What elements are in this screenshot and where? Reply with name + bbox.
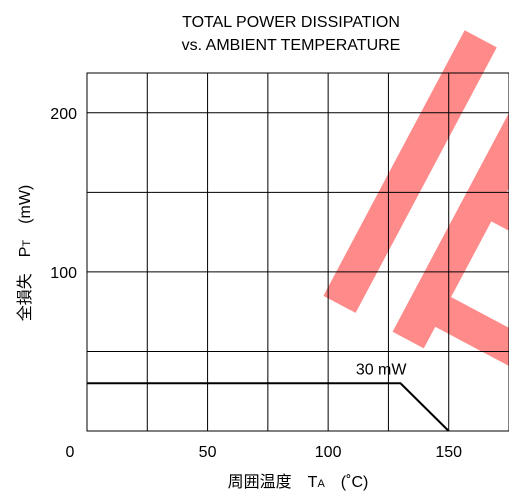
chart-title-line-2: vs. AMBIENT TEMPERATURE bbox=[182, 37, 401, 54]
y-axis-ticks: 100 200 bbox=[50, 106, 77, 282]
watermark: 旧 bbox=[273, 0, 509, 476]
y-axis-label-subscript: T bbox=[21, 240, 33, 247]
y-axis-label-prefix: 全損失 P bbox=[16, 247, 34, 322]
x-axis-label: 周囲温度 TA (˚C) bbox=[228, 473, 369, 491]
x-tick-label: 50 bbox=[199, 444, 217, 461]
series-layer: 30 mW bbox=[87, 361, 450, 432]
annotation-label: 30 mW bbox=[356, 361, 408, 378]
x-tick-label: 100 bbox=[315, 444, 342, 461]
y-tick-label: 100 bbox=[50, 265, 77, 282]
x-tick-label: 150 bbox=[435, 444, 462, 461]
y-tick-label: 200 bbox=[50, 106, 77, 123]
plot-frame bbox=[86, 72, 509, 432]
plot-area: 30 mW bbox=[86, 72, 509, 432]
x-axis-label-prefix: 周囲温度 T bbox=[228, 473, 318, 491]
watermark-glyph: 旧 bbox=[273, 0, 509, 476]
x-tick-label: 0 bbox=[66, 444, 75, 461]
y-axis-label-suffix: (mW) bbox=[17, 185, 34, 240]
grid-layer bbox=[87, 73, 509, 431]
x-axis-label-suffix: (˚C) bbox=[325, 474, 369, 491]
chart-title-line-1: TOTAL POWER DISSIPATION bbox=[182, 14, 400, 31]
y-axis-label: 全損失 PT (mW) bbox=[16, 185, 34, 322]
x-axis-label-subscript: A bbox=[317, 478, 325, 490]
derating-curve bbox=[87, 382, 450, 432]
x-axis-ticks: 0 50 100 150 bbox=[66, 444, 463, 461]
